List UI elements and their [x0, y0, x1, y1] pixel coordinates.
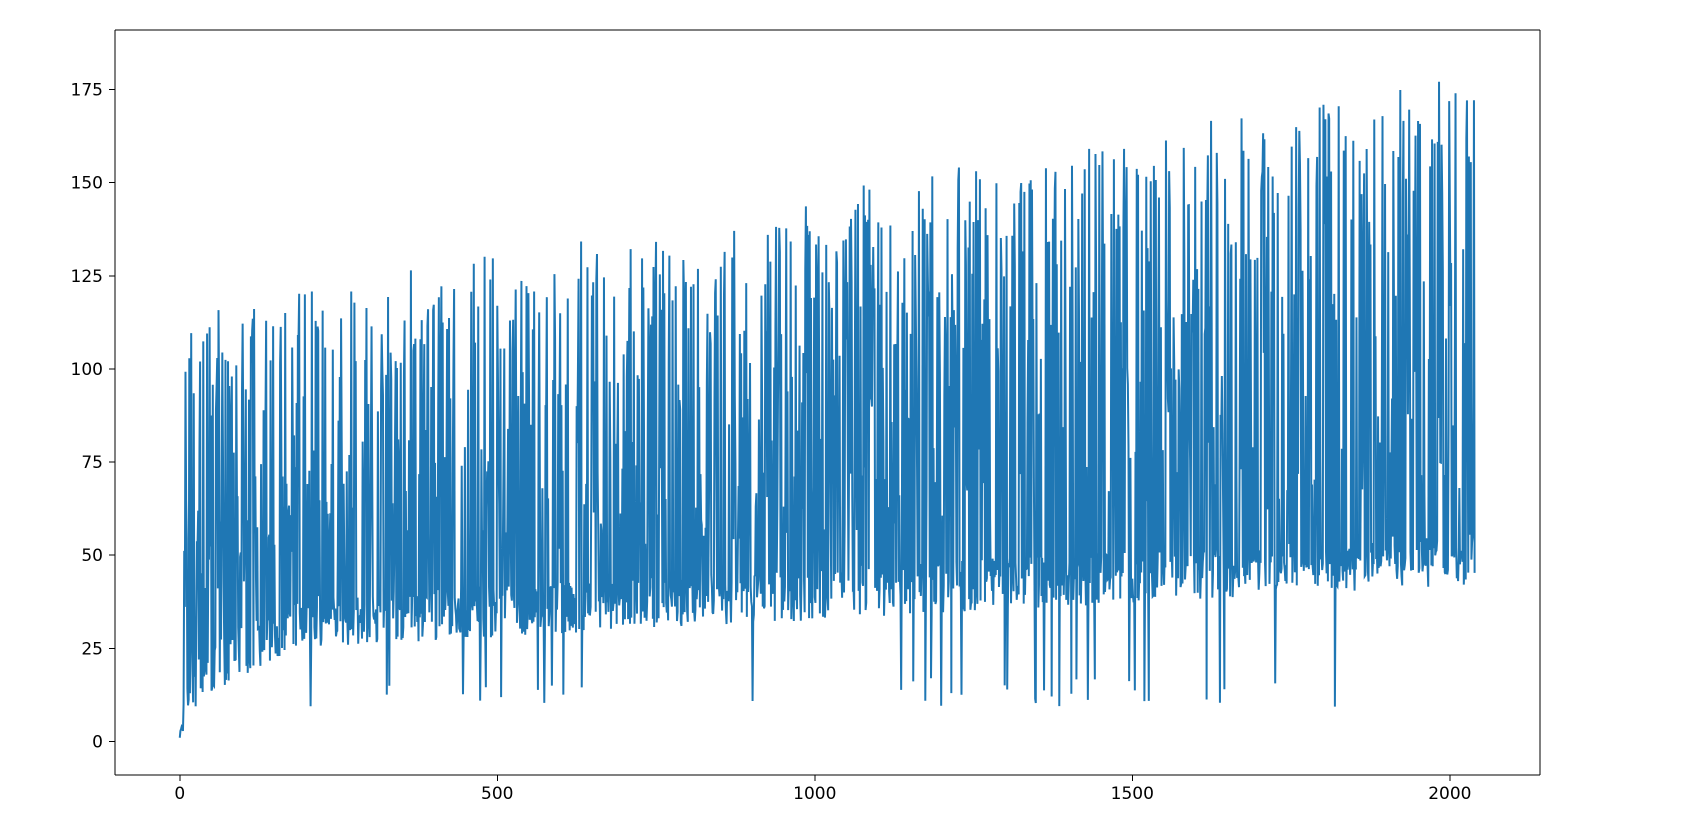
x-tick-label: 500	[481, 784, 513, 804]
y-tick-label: 50	[81, 546, 103, 566]
x-tick-label: 1500	[1111, 784, 1154, 804]
x-tick-label: 1000	[793, 784, 836, 804]
y-tick-label: 75	[81, 453, 103, 473]
line-chart: 0 500 1000 1500 2000 0 25 50 75 100 125 150 175	[0, 0, 1698, 838]
y-tick-label: 125	[71, 267, 103, 287]
y-tick-label: 0	[92, 732, 103, 752]
chart-container: 0 500 1000 1500 2000 0 25 50 75 100 125 150 175	[0, 0, 1698, 838]
x-tick-label: 2000	[1428, 784, 1471, 804]
y-tick-label: 175	[71, 81, 103, 101]
y-tick-label: 150	[71, 174, 103, 194]
x-tick-label: 0	[174, 784, 185, 804]
y-tick-label: 25	[81, 639, 103, 659]
y-tick-label: 100	[71, 360, 103, 380]
